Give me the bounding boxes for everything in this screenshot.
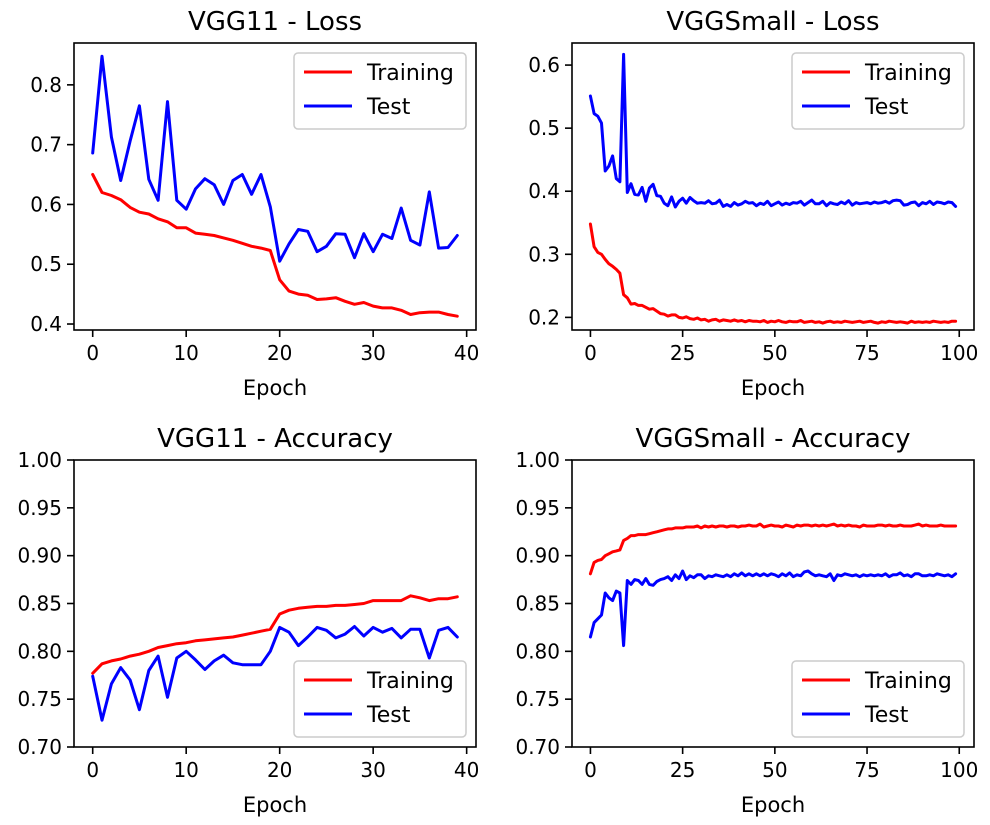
legend-label-test: Test	[864, 703, 909, 728]
x-axis-label: Epoch	[243, 376, 307, 400]
x-tick-label: 75	[854, 341, 879, 365]
panel-vgg11-loss: 0 10 20 30 40 0.4 0.5 0.6 0.7 0.8 VGG11 - Loss Epoc…	[30, 7, 479, 400]
y-tick-label: 0.8	[30, 73, 62, 97]
y-tick-label: 0.95	[515, 496, 560, 520]
y-tick-label: 0.4	[528, 179, 560, 203]
x-tick-label: 20	[267, 341, 292, 365]
y-tick-label: 0.75	[515, 687, 560, 711]
x-axis-label: Epoch	[741, 376, 805, 400]
series-line-training	[91, 173, 459, 318]
legend-label-training: Training	[864, 61, 952, 86]
y-tick-label: 0.95	[17, 496, 62, 520]
x-tick-label: 50	[762, 341, 787, 365]
panel-vggsmall-loss: 0 25 50 75 100 0.2 0.3 0.4 0.5 0.6 VGGSmall - Loss…	[528, 7, 978, 400]
y-tick-label: 0.6	[30, 192, 62, 216]
y-tick-label: 0.4	[30, 312, 62, 336]
y-tick-label: 0.2	[528, 305, 560, 329]
legend-label-test: Test	[366, 95, 411, 120]
x-tick-label: 20	[267, 758, 292, 782]
x-tick-label: 40	[454, 758, 479, 782]
y-tick-label: 0.5	[30, 252, 62, 276]
y-tick-label: 0.85	[515, 592, 560, 616]
y-tick-label: 0.5	[528, 116, 560, 140]
y-tick-label: 0.7	[30, 133, 62, 157]
legend: Training Test	[791, 52, 965, 130]
y-tick-label: 0.3	[528, 242, 560, 266]
legend: Training Test	[293, 660, 467, 738]
chart-title: VGGSmall - Accuracy	[636, 424, 911, 454]
y-tick-label: 1.00	[17, 448, 62, 472]
x-tick-label: 0	[584, 341, 597, 365]
chart-title: VGG11 - Loss	[188, 7, 362, 37]
x-tick-label: 100	[940, 758, 978, 782]
legend-label-training: Training	[366, 61, 454, 86]
x-axis-label: Epoch	[243, 793, 307, 817]
plot-frame	[571, 42, 975, 331]
legend-label-training: Training	[864, 669, 952, 694]
y-tick-label: 0.90	[17, 544, 62, 568]
x-tick-label: 50	[762, 758, 787, 782]
x-tick-label: 10	[173, 341, 198, 365]
x-tick-label: 30	[360, 341, 385, 365]
y-tick-label: 0.80	[17, 639, 62, 663]
x-tick-label: 0	[584, 758, 597, 782]
legend: Training Test	[791, 660, 965, 738]
series-line-test	[91, 54, 459, 263]
x-tick-label: 100	[940, 341, 978, 365]
y-tick-label: 0.70	[17, 735, 62, 759]
y-tick-label: 0.70	[515, 735, 560, 759]
y-tick-label: 0.75	[17, 687, 62, 711]
x-tick-label: 10	[173, 758, 198, 782]
x-tick-label: 75	[854, 758, 879, 782]
y-tick-label: 0.6	[528, 53, 560, 77]
y-tick-label: 0.90	[515, 544, 560, 568]
legend-label-training: Training	[366, 669, 454, 694]
series-line-training	[588, 222, 958, 325]
x-axis-label: Epoch	[741, 793, 805, 817]
y-tick-label: 1.00	[515, 448, 560, 472]
series-line-test	[91, 625, 459, 722]
chart-title: VGG11 - Accuracy	[157, 424, 393, 454]
plot-frame	[73, 42, 477, 331]
panel-vgg11-accuracy: 0 10 20 30 40 0.70 0.75 0.80 0.85 0.90 0.95 1.00 VGG…	[17, 424, 479, 817]
y-tick-label: 0.80	[515, 639, 560, 663]
chart-title: VGGSmall - Loss	[666, 7, 879, 37]
x-tick-label: 0	[86, 758, 99, 782]
legend-label-test: Test	[366, 703, 411, 728]
panel-vggsmall-accuracy: 0 25 50 75 100 0.70 0.75 0.80 0.85 0.90 0.95 1.00 VG…	[515, 424, 978, 817]
legend-label-test: Test	[864, 95, 909, 120]
series-line-training	[588, 522, 958, 576]
series-line-training	[91, 594, 459, 675]
series-line-test	[588, 52, 958, 209]
y-tick-label: 0.85	[17, 592, 62, 616]
legend: Training Test	[293, 52, 467, 130]
series-line-test	[588, 569, 958, 648]
x-tick-label: 30	[360, 758, 385, 782]
x-tick-label: 25	[670, 758, 695, 782]
x-tick-label: 0	[86, 341, 99, 365]
x-tick-label: 40	[454, 341, 479, 365]
x-tick-label: 25	[670, 341, 695, 365]
